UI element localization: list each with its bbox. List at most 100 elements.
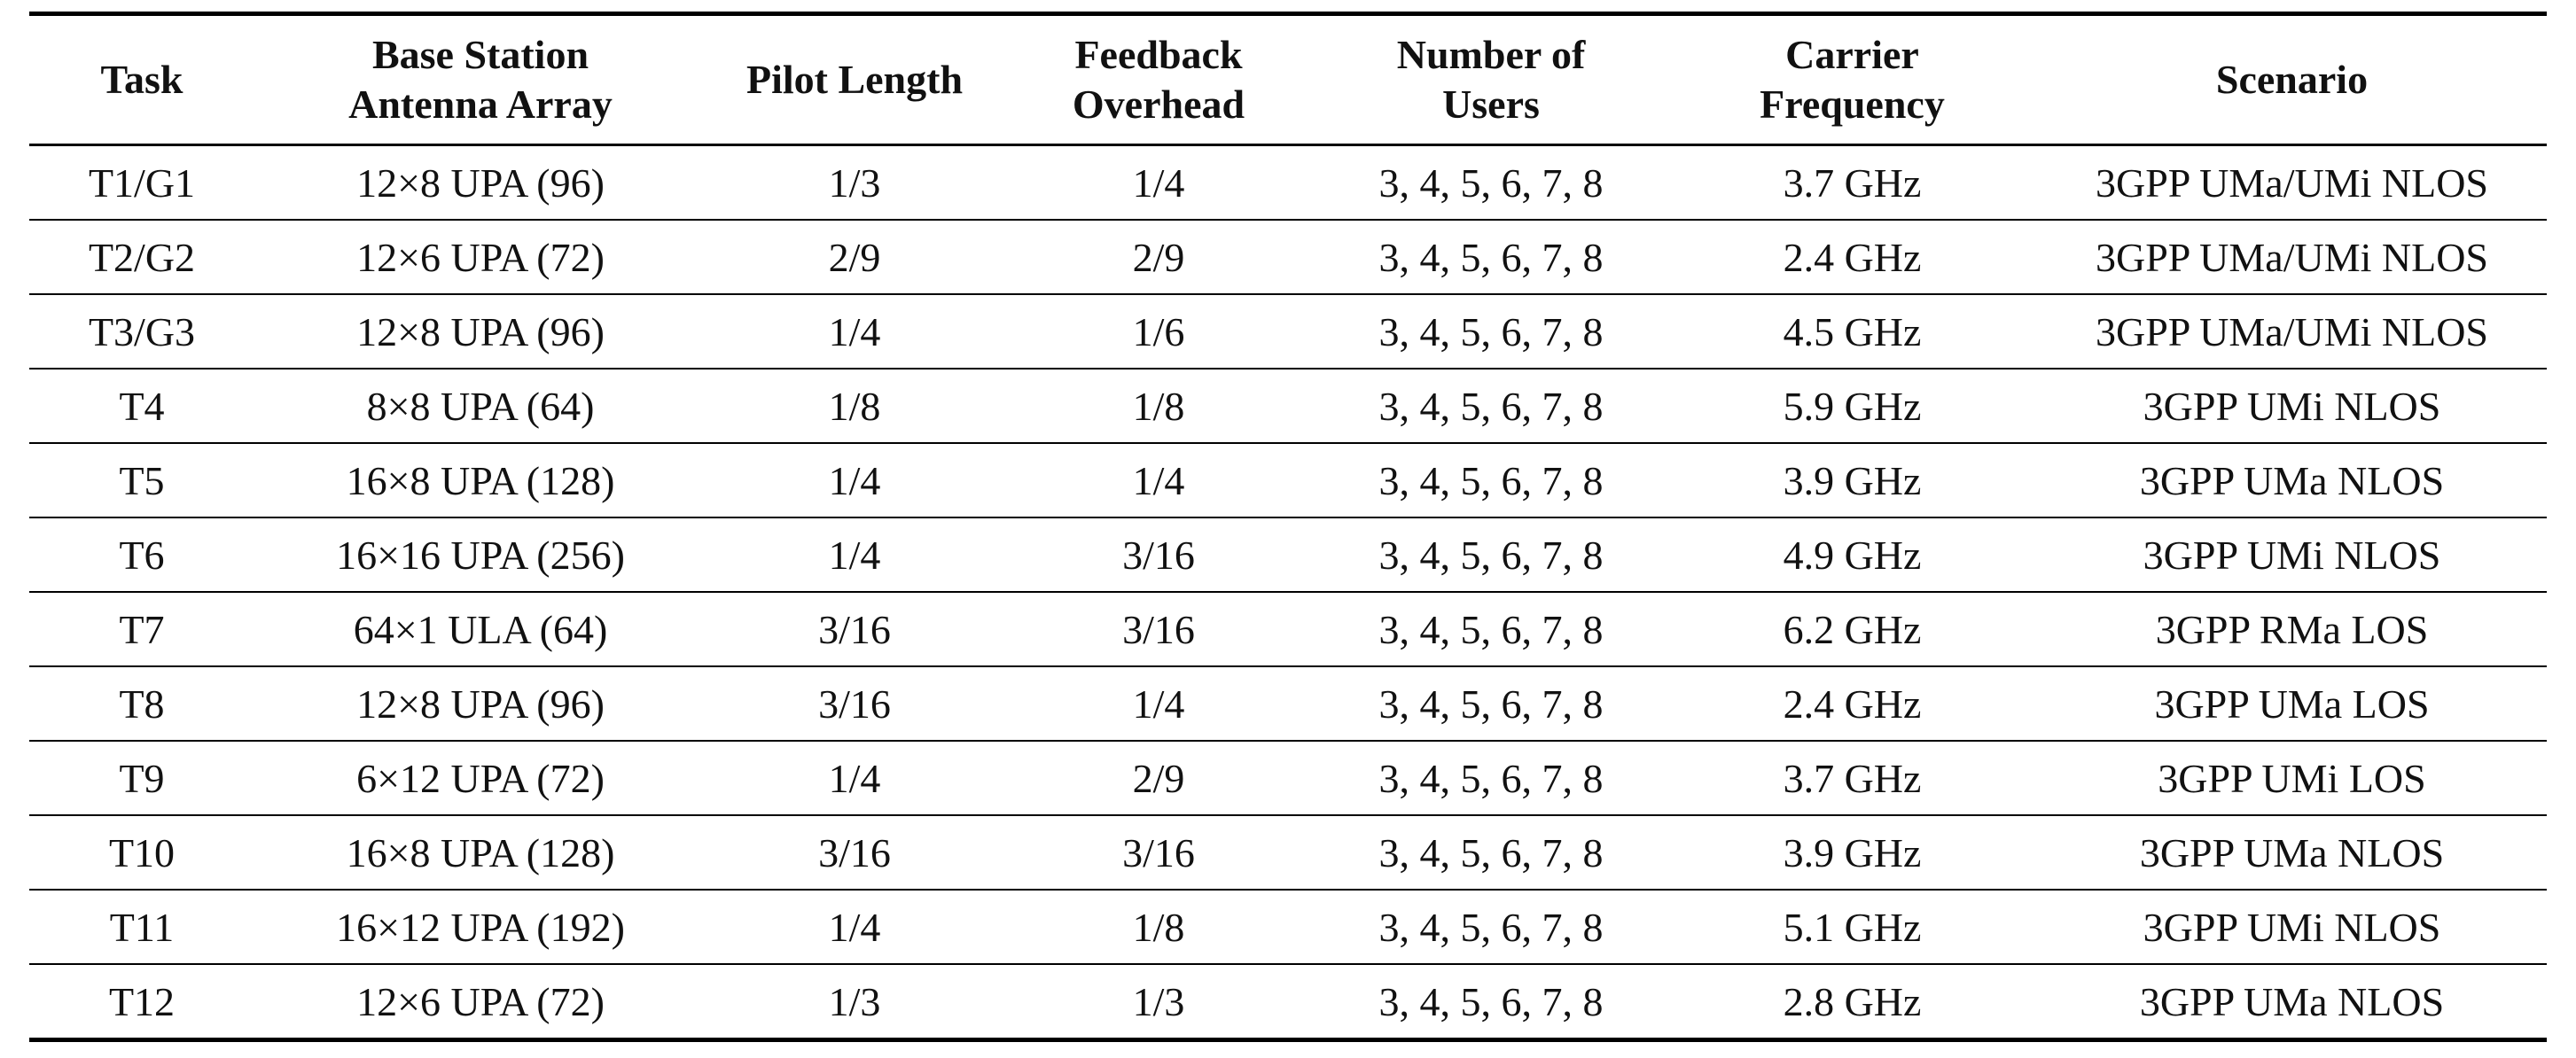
table-cell: 3, 4, 5, 6, 7, 8 xyxy=(1315,741,1667,816)
table-cell: 3/16 xyxy=(706,815,1003,891)
table-cell: 3/16 xyxy=(1003,815,1315,891)
table-cell: 1/4 xyxy=(706,517,1003,593)
table-cell: 3GPP RMa LOS xyxy=(2037,592,2547,667)
table-cell: 3, 4, 5, 6, 7, 8 xyxy=(1315,890,1667,965)
table-cell: 3GPP UMi LOS xyxy=(2037,741,2547,816)
table-cell: 3, 4, 5, 6, 7, 8 xyxy=(1315,964,1667,1042)
table-cell: 12×6 UPA (72) xyxy=(254,964,706,1042)
table-cell: 3GPP UMi NLOS xyxy=(2037,369,2547,444)
table-cell: 3.7 GHz xyxy=(1667,741,2037,816)
table-cell: 3GPP UMa NLOS xyxy=(2037,964,2547,1042)
table-cell: 4.5 GHz xyxy=(1667,294,2037,370)
table-cell: 1/4 xyxy=(1003,443,1315,518)
table-cell: 12×8 UPA (96) xyxy=(254,294,706,370)
table-cell: 16×8 UPA (128) xyxy=(254,443,706,518)
table-cell: 2.4 GHz xyxy=(1667,666,2037,742)
table-cell: T6 xyxy=(29,517,254,593)
header-line: Frequency xyxy=(1760,82,1945,127)
table-cell: 1/4 xyxy=(706,741,1003,816)
table-cell: 16×12 UPA (192) xyxy=(254,890,706,965)
header-line: Overhead xyxy=(1072,82,1245,127)
table-cell: 3GPP UMi NLOS xyxy=(2037,890,2547,965)
table-row: T3/G3 12×8 UPA (96) 1/4 1/6 3, 4, 5, 6, 7, 8… xyxy=(29,294,2547,370)
header-cell: Task xyxy=(29,12,254,146)
table-row: T12 12×6 UPA (72) 1/3 1/3 3, 4, 5, 6, 7, 8 2.… xyxy=(29,964,2547,1042)
table-cell: 3/16 xyxy=(1003,517,1315,593)
header-cell: Carrier Frequency xyxy=(1667,12,2037,146)
table-cell: 3GPP UMa NLOS xyxy=(2037,815,2547,891)
table-cell: 2/9 xyxy=(1003,741,1315,816)
table-cell: T12 xyxy=(29,964,254,1042)
table-cell: 3.7 GHz xyxy=(1667,144,2037,221)
table-cell: 1/4 xyxy=(1003,666,1315,742)
table-cell: 3GPP UMa LOS xyxy=(2037,666,2547,742)
table-row: T2/G2 12×6 UPA (72) 2/9 2/9 3, 4, 5, 6, 7, 8… xyxy=(29,220,2547,295)
header-cell: Pilot Length xyxy=(706,12,1003,146)
table-cell: 3, 4, 5, 6, 7, 8 xyxy=(1315,592,1667,667)
table-cell: 3.9 GHz xyxy=(1667,815,2037,891)
header-cell: Number of Users xyxy=(1315,12,1667,146)
table-cell: 3GPP UMa NLOS xyxy=(2037,443,2547,518)
table-cell: 1/4 xyxy=(1003,144,1315,221)
table-cell: 3, 4, 5, 6, 7, 8 xyxy=(1315,144,1667,221)
data-table: Task Base Station Antenna Array Pilot Lengt… xyxy=(29,12,2547,1042)
table-cell: 1/3 xyxy=(706,144,1003,221)
header-line: Pilot Length xyxy=(745,57,964,102)
table-cell: T1/G1 xyxy=(29,144,254,221)
header-line: Antenna Array xyxy=(348,82,613,127)
table-cell: 8×8 UPA (64) xyxy=(254,369,706,444)
table-cell: 1/4 xyxy=(706,443,1003,518)
table-row: T1/G1 12×8 UPA (96) 1/3 1/4 3, 4, 5, 6, 7, 8… xyxy=(29,144,2547,221)
table-cell: 2/9 xyxy=(1003,220,1315,295)
table-body: T1/G1 12×8 UPA (96) 1/3 1/4 3, 4, 5, 6, 7, 8… xyxy=(29,144,2547,1042)
table-cell: 5.9 GHz xyxy=(1667,369,2037,444)
table-cell: T2/G2 xyxy=(29,220,254,295)
table-cell: 12×8 UPA (96) xyxy=(254,144,706,221)
table-cell: 3GPP UMi NLOS xyxy=(2037,517,2547,593)
table-cell: 6.2 GHz xyxy=(1667,592,2037,667)
header-cell: Base Station Antenna Array xyxy=(254,12,706,146)
table-cell: 3, 4, 5, 6, 7, 8 xyxy=(1315,666,1667,742)
table-cell: 1/4 xyxy=(706,294,1003,370)
table-cell: 12×8 UPA (96) xyxy=(254,666,706,742)
header-row: Task Base Station Antenna Array Pilot Lengt… xyxy=(29,12,2547,146)
table-row: T8 12×8 UPA (96) 3/16 1/4 3, 4, 5, 6, 7, 8 2.… xyxy=(29,666,2547,742)
header-line: Number of xyxy=(1396,32,1586,77)
table-cell: 3, 4, 5, 6, 7, 8 xyxy=(1315,443,1667,518)
table-cell: T9 xyxy=(29,741,254,816)
table-cell: 3, 4, 5, 6, 7, 8 xyxy=(1315,294,1667,370)
table-cell: T8 xyxy=(29,666,254,742)
table-cell: 5.1 GHz xyxy=(1667,890,2037,965)
table-cell: 1/6 xyxy=(1003,294,1315,370)
header-line: Feedback xyxy=(1074,32,1243,77)
table-cell: 2/9 xyxy=(706,220,1003,295)
table-cell: 3.9 GHz xyxy=(1667,443,2037,518)
table-header: Task Base Station Antenna Array Pilot Lengt… xyxy=(29,12,2547,146)
table-row: T5 16×8 UPA (128) 1/4 1/4 3, 4, 5, 6, 7, 8 3.… xyxy=(29,443,2547,518)
table-cell: 1/8 xyxy=(706,369,1003,444)
table-cell: 3, 4, 5, 6, 7, 8 xyxy=(1315,517,1667,593)
table-cell: 4.9 GHz xyxy=(1667,517,2037,593)
table-cell: 64×1 ULA (64) xyxy=(254,592,706,667)
table-row: T4 8×8 UPA (64) 1/8 1/8 3, 4, 5, 6, 7, 8 5.9 … xyxy=(29,369,2547,444)
table-cell: 3, 4, 5, 6, 7, 8 xyxy=(1315,369,1667,444)
table-row: T9 6×12 UPA (72) 1/4 2/9 3, 4, 5, 6, 7, 8 3.7… xyxy=(29,741,2547,816)
table-cell: 3GPP UMa/UMi NLOS xyxy=(2037,220,2547,295)
table-cell: 3, 4, 5, 6, 7, 8 xyxy=(1315,815,1667,891)
table-cell: T3/G3 xyxy=(29,294,254,370)
table-row: T10 16×8 UPA (128) 3/16 3/16 3, 4, 5, 6, 7, … xyxy=(29,815,2547,891)
table-cell: T7 xyxy=(29,592,254,667)
table-cell: 1/3 xyxy=(706,964,1003,1042)
table-row: T6 16×16 UPA (256) 1/4 3/16 3, 4, 5, 6, 7, 8… xyxy=(29,517,2547,593)
table-cell: 2.4 GHz xyxy=(1667,220,2037,295)
table-cell: T4 xyxy=(29,369,254,444)
header-line: Scenario xyxy=(2215,57,2369,102)
table-cell: 16×8 UPA (128) xyxy=(254,815,706,891)
table-cell: 16×16 UPA (256) xyxy=(254,517,706,593)
table-cell: 3GPP UMa/UMi NLOS xyxy=(2037,294,2547,370)
table-cell: 1/8 xyxy=(1003,369,1315,444)
table-cell: T10 xyxy=(29,815,254,891)
table-cell: 2.8 GHz xyxy=(1667,964,2037,1042)
table-cell: 3GPP UMa/UMi NLOS xyxy=(2037,144,2547,221)
